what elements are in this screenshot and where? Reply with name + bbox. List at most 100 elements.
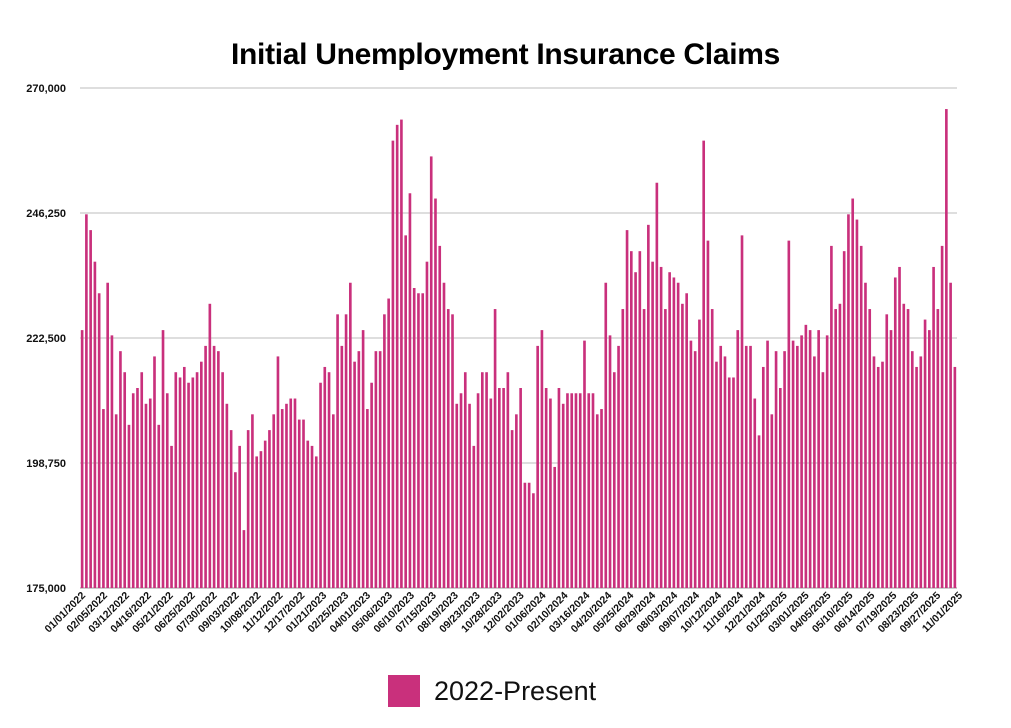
bar — [898, 266, 901, 588]
bar — [864, 282, 867, 588]
bar — [583, 340, 586, 588]
bar — [906, 309, 910, 588]
bar — [766, 340, 769, 588]
bar — [127, 424, 131, 588]
bar — [123, 372, 127, 588]
bar — [395, 124, 399, 588]
bar — [238, 445, 241, 588]
bar — [319, 382, 322, 588]
bar — [114, 414, 118, 588]
bar — [749, 345, 752, 588]
bar — [672, 277, 676, 588]
bar — [842, 251, 846, 588]
bar — [85, 214, 88, 588]
bar — [468, 403, 471, 588]
bar — [148, 398, 152, 588]
gridlines — [80, 87, 957, 589]
bar — [97, 293, 101, 588]
bar — [527, 482, 531, 588]
bar — [323, 366, 327, 588]
bar — [340, 345, 344, 588]
bar — [374, 351, 378, 588]
bar — [476, 393, 480, 588]
bar — [331, 414, 335, 588]
bar — [451, 314, 454, 588]
bar — [736, 330, 740, 588]
bar — [136, 388, 139, 588]
bar — [314, 456, 318, 588]
bar — [217, 351, 220, 588]
bar — [779, 388, 782, 588]
bar — [280, 409, 284, 588]
bar — [919, 356, 923, 588]
bar — [706, 240, 710, 588]
bar — [391, 140, 395, 588]
bar — [408, 193, 412, 588]
bar — [165, 393, 169, 588]
bar — [455, 403, 459, 588]
bar-series — [80, 109, 957, 589]
bar — [493, 309, 497, 588]
bar — [510, 430, 514, 588]
bar — [668, 272, 671, 588]
bar — [174, 372, 178, 588]
bar — [868, 309, 872, 588]
bar — [813, 356, 816, 588]
bar — [804, 324, 808, 588]
bar — [429, 156, 433, 589]
bar — [719, 345, 723, 588]
bar — [817, 330, 820, 588]
bar — [744, 345, 748, 588]
bar — [268, 430, 271, 588]
bar — [796, 345, 799, 588]
bar — [387, 298, 390, 588]
bar — [634, 272, 637, 588]
bar — [881, 361, 884, 588]
bar — [110, 335, 114, 588]
bar — [93, 261, 97, 588]
x-axis-ticks: 01/01/202202/05/202203/12/202204/16/2022… — [42, 590, 965, 636]
bar — [808, 330, 812, 588]
bar — [574, 393, 578, 588]
bar — [604, 282, 608, 588]
bar — [821, 372, 825, 588]
bar — [506, 372, 510, 588]
bar — [212, 345, 216, 588]
bar — [234, 472, 237, 588]
y-tick-label: 222,500 — [26, 333, 66, 345]
bar — [851, 198, 855, 588]
bar — [259, 451, 263, 588]
bar — [600, 409, 603, 588]
bar — [191, 377, 195, 588]
bar — [378, 351, 382, 588]
bar — [195, 372, 199, 588]
bar — [153, 356, 156, 588]
bar — [187, 382, 190, 588]
bar — [859, 245, 863, 588]
bar — [383, 314, 386, 588]
bar — [523, 482, 527, 588]
y-tick-label: 198,750 — [26, 458, 66, 470]
bar — [302, 419, 305, 588]
bar — [902, 303, 906, 588]
bar — [625, 230, 629, 589]
bar — [515, 414, 518, 588]
bar — [221, 372, 224, 588]
bar — [412, 288, 416, 588]
legend-label: 2022-Present — [434, 675, 597, 706]
bar — [928, 330, 931, 588]
bar — [144, 403, 148, 588]
bar — [847, 214, 850, 588]
bar — [876, 366, 880, 588]
bar — [434, 198, 437, 588]
bar — [587, 393, 591, 588]
bar — [723, 356, 727, 588]
bar — [698, 319, 701, 588]
legend: 2022-Present — [388, 674, 596, 708]
bar — [553, 466, 557, 588]
bar — [404, 235, 407, 588]
bar — [630, 251, 633, 588]
bar — [855, 219, 859, 588]
bar — [651, 261, 654, 588]
